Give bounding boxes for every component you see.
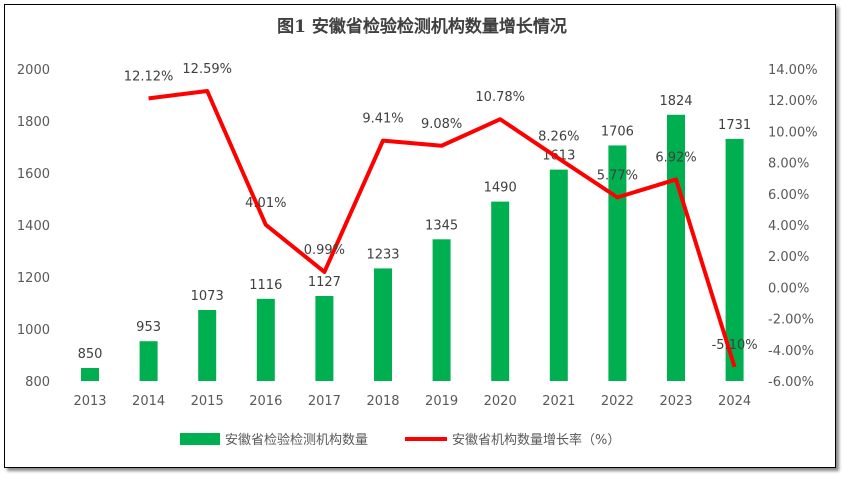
x-tick: 2020 — [484, 394, 517, 409]
y-right-tick: 0.00% — [768, 281, 809, 296]
y-left-tick: 2000 — [17, 63, 50, 78]
y-right-tick: -4.00% — [768, 344, 814, 359]
line-label: 10.78% — [475, 90, 525, 105]
bar — [198, 310, 217, 381]
chart-frame — [4, 4, 836, 468]
bar — [315, 295, 334, 381]
y-right-tick: 10.00% — [768, 125, 818, 140]
bar-label: 1127 — [308, 275, 341, 290]
bar — [256, 298, 275, 381]
bar-label: 1345 — [425, 218, 458, 233]
bar — [374, 268, 392, 381]
x-tick: 2016 — [249, 394, 282, 409]
y-left-tick: 1400 — [17, 219, 50, 234]
line-label: -5.10% — [712, 338, 758, 353]
x-tick: 2023 — [659, 394, 692, 409]
x-tick: 2024 — [718, 394, 751, 409]
line-label: 6.92% — [655, 150, 696, 165]
line-label: 4.01% — [245, 196, 286, 211]
y-right-tick: -6.00% — [768, 375, 814, 390]
bar-label: 1706 — [601, 124, 634, 139]
legend-bar-label: 安徽省检验检测机构数量 — [225, 432, 368, 448]
line-label: 0.99% — [304, 243, 345, 258]
bar — [549, 169, 568, 381]
line-label: 12.12% — [124, 69, 174, 84]
y-right-tick: 4.00% — [768, 219, 809, 234]
y-right-tick: 2.00% — [768, 250, 809, 265]
bar-label: 1233 — [366, 247, 399, 262]
bar — [139, 341, 158, 381]
legend-bar-swatch — [180, 433, 220, 445]
bar — [491, 201, 510, 381]
line-label: 9.08% — [421, 117, 462, 132]
bar-label: 1073 — [191, 289, 224, 304]
y-right-tick: 8.00% — [768, 157, 809, 172]
y-left-tick: 1800 — [17, 115, 50, 130]
x-tick: 2021 — [542, 394, 575, 409]
legend-line-label: 安徽省机构数量增长率（%） — [452, 432, 620, 448]
y-left-tick: 1600 — [17, 167, 50, 182]
bar — [432, 239, 451, 381]
x-tick: 2019 — [425, 394, 458, 409]
x-tick: 2014 — [132, 394, 165, 409]
x-tick: 2022 — [601, 394, 634, 409]
x-tick: 2015 — [191, 394, 224, 409]
bar-label: 1116 — [249, 278, 282, 293]
bar-label: 850 — [78, 347, 103, 362]
bar-label: 1731 — [718, 118, 751, 133]
x-tick: 2017 — [308, 394, 341, 409]
y-right-tick: 12.00% — [768, 94, 818, 109]
y-left-tick: 800 — [25, 375, 50, 390]
line-label: 12.59% — [182, 62, 232, 77]
bar — [725, 138, 744, 381]
bar-label: 1824 — [659, 94, 692, 109]
bar — [81, 368, 99, 381]
y-right-tick: -2.00% — [768, 313, 814, 328]
y-right-tick: 6.00% — [768, 188, 809, 203]
growth-line — [148, 88, 737, 368]
chart-title: 图1 安徽省检验检测机构数量增长情况 — [277, 16, 567, 37]
bar-label: 953 — [136, 320, 161, 335]
bar — [608, 145, 627, 381]
bar-label: 1490 — [484, 181, 517, 196]
x-tick: 2018 — [366, 394, 399, 409]
y-left-tick: 1000 — [17, 323, 50, 338]
line-label: 5.77% — [597, 168, 638, 183]
y-left-tick: 1200 — [17, 271, 50, 286]
line-label: 9.41% — [362, 112, 403, 127]
y-right-tick: 14.00% — [768, 63, 818, 78]
line-label: 8.26% — [538, 130, 579, 145]
x-tick: 2013 — [73, 394, 106, 409]
